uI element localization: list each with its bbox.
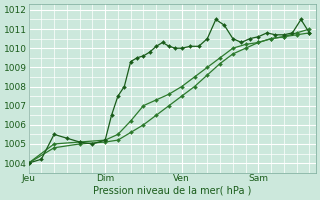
X-axis label: Pression niveau de la mer( hPa ): Pression niveau de la mer( hPa )	[93, 186, 252, 196]
